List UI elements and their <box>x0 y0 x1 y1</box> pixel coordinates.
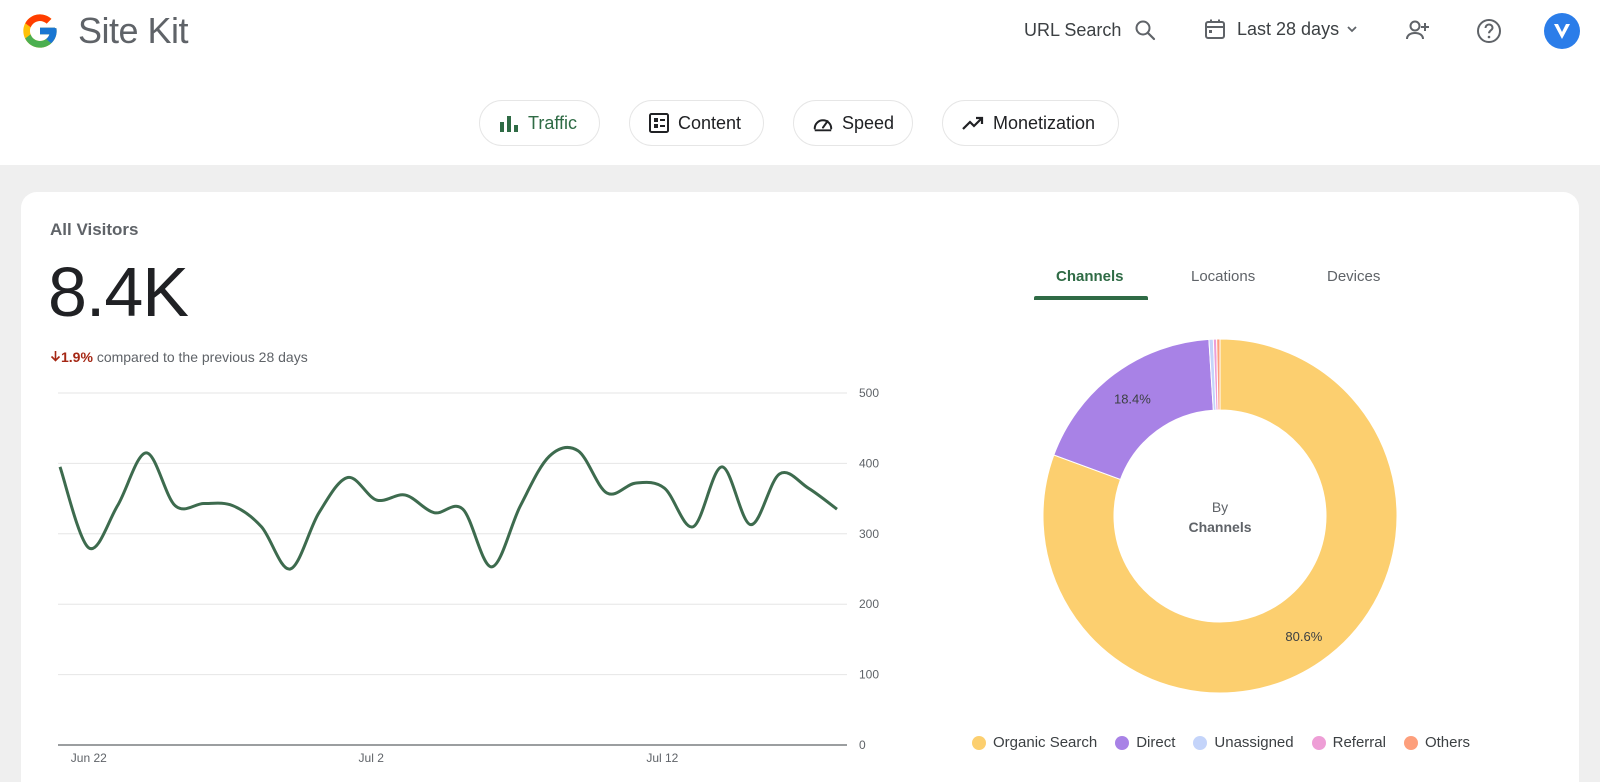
legend-label: Referral <box>1332 734 1386 751</box>
visitors-count: 8.4K <box>48 253 189 331</box>
legend-dot <box>1403 735 1418 750</box>
date-range-label: Last 28 days <box>1237 18 1340 39</box>
legend-dot <box>972 735 986 750</box>
legend-dot <box>1193 735 1208 750</box>
legend-label: Organic Search <box>993 734 1098 751</box>
slice-label: 80.6% <box>1285 629 1322 644</box>
legend-label: Others <box>1424 734 1470 751</box>
bar-chart-icon <box>500 116 518 132</box>
donut-slice <box>1053 338 1214 481</box>
url-search-button[interactable]: URL Search <box>1024 18 1157 42</box>
user-avatar[interactable] <box>1544 13 1580 49</box>
legend-dot <box>1311 735 1326 750</box>
visitors-line-chart: 0 100 200 300 400 500 Jun 22 Jul 2 Jul 12 <box>58 386 879 765</box>
nav-monetization-label: Monetization <box>993 112 1096 133</box>
legend-others: Others <box>1403 734 1470 751</box>
legend-label: Unassigned <box>1214 734 1294 751</box>
visitors-change: 1.9% compared to the previous 28 days <box>50 349 308 365</box>
y-tick-label: 200 <box>859 597 879 611</box>
x-tick-label: Jul 12 <box>646 751 678 765</box>
donut-center-label-line1: By <box>1212 499 1228 515</box>
y-tick-label: 0 <box>859 738 866 752</box>
url-search-label: URL Search <box>1024 19 1122 40</box>
app-title: Site Kit <box>78 10 189 51</box>
tab-locations[interactable]: Locations <box>1191 268 1256 285</box>
legend-unassigned: Unassigned <box>1193 734 1294 751</box>
trending-up-icon <box>962 116 984 130</box>
legend-label: Direct <box>1136 734 1176 751</box>
y-tick-label: 300 <box>859 527 879 541</box>
donut-center-label-line2: Channels <box>1188 519 1251 535</box>
donut-slice <box>1042 338 1398 694</box>
nav-speed-label: Speed <box>841 112 894 133</box>
avatar-logo-icon <box>1554 24 1570 39</box>
y-tick-label: 400 <box>859 456 879 470</box>
search-icon <box>1135 20 1156 41</box>
speedometer-icon <box>813 119 833 132</box>
nav-monetization[interactable]: Monetization <box>942 100 1119 146</box>
change-description: compared to the previous 28 days <box>96 349 308 365</box>
legend-dot <box>1115 735 1130 750</box>
calendar-icon <box>1205 19 1225 39</box>
date-range-selector[interactable]: Last 28 days <box>1203 17 1359 41</box>
google-g-icon <box>23 14 57 48</box>
tab-devices[interactable]: Devices <box>1327 268 1381 285</box>
content-icon <box>649 113 669 133</box>
donut-legend: Organic Search Direct Unassigned Referra… <box>972 734 1488 751</box>
nav-speed[interactable]: Speed <box>793 100 913 146</box>
tab-active-indicator <box>1034 296 1148 300</box>
legend-direct: Direct <box>1115 734 1175 751</box>
x-tick-label: Jun 22 <box>71 751 107 765</box>
arrow-down-icon <box>50 351 61 362</box>
nav-traffic-label: Traffic <box>528 112 578 133</box>
slice-label: 18.4% <box>1114 392 1151 407</box>
nav-traffic[interactable]: Traffic <box>479 100 600 146</box>
x-tick-label: Jul 2 <box>359 751 385 765</box>
y-tick-label: 500 <box>859 386 879 400</box>
site-kit-logo[interactable]: Site Kit <box>20 10 189 52</box>
legend-referral: Referral <box>1311 734 1386 751</box>
nav-content-label: Content <box>678 112 742 133</box>
donut-slice <box>1216 338 1221 411</box>
all-visitors-title: All Visitors <box>50 220 139 239</box>
tab-channels[interactable]: Channels <box>1056 268 1124 285</box>
legend-organic-search: Organic Search <box>972 734 1097 751</box>
channels-donut-chart: 80.6% 18.4% By Channels <box>1042 338 1398 694</box>
y-tick-label: 100 <box>859 668 879 682</box>
change-percent: 1.9% <box>61 349 93 365</box>
help-icon[interactable] <box>1475 17 1503 45</box>
visitors-series-line <box>58 445 838 571</box>
add-user-icon[interactable] <box>1404 17 1432 45</box>
chevron-down-icon <box>1347 26 1357 33</box>
nav-content[interactable]: Content <box>629 100 764 146</box>
traffic-card: All Visitors 8.4K 1.9% compared to the p… <box>21 192 1579 782</box>
